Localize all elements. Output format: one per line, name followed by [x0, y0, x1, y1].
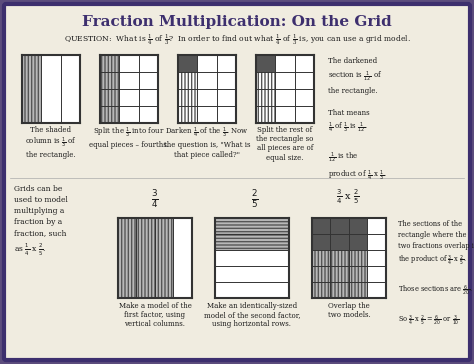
Bar — [312, 218, 330, 298]
Bar — [215, 218, 289, 234]
Bar — [178, 55, 197, 72]
Bar — [215, 234, 289, 250]
Bar — [22, 55, 80, 123]
Bar — [178, 55, 236, 123]
Bar — [137, 218, 155, 298]
Bar — [349, 234, 367, 250]
Bar — [349, 218, 367, 234]
Bar — [215, 218, 289, 298]
Bar — [312, 218, 386, 298]
Bar — [118, 218, 192, 298]
Bar — [330, 218, 349, 298]
Text: Make an identically-sized
model of the second factor,
using horizontal rows.: Make an identically-sized model of the s… — [204, 302, 301, 328]
Bar — [349, 218, 367, 298]
Text: Split the rest of
the rectangle so
all pieces are of
equal size.: Split the rest of the rectangle so all p… — [256, 126, 314, 162]
Bar — [22, 55, 41, 123]
Text: Make a model of the
first factor, using
vertical columns.: Make a model of the first factor, using … — [118, 302, 191, 328]
Bar — [155, 218, 173, 298]
Bar — [178, 55, 197, 123]
Bar — [22, 55, 41, 123]
Bar — [256, 55, 275, 123]
Text: The darkened
section is $\frac{1}{12}$ of
the rectangle.

That means
$\frac{1}{4: The darkened section is $\frac{1}{12}$ o… — [328, 57, 387, 183]
Text: Darken $\frac{1}{4}$ of the $\frac{1}{3}$. Now
the question is, "What is
that pi: Darken $\frac{1}{4}$ of the $\frac{1}{3}… — [164, 126, 250, 159]
Bar — [215, 234, 289, 250]
Text: $\frac{2}{5}$: $\frac{2}{5}$ — [251, 188, 259, 210]
Text: $\frac{3}{4}$ x $\frac{2}{5}$: $\frac{3}{4}$ x $\frac{2}{5}$ — [336, 188, 360, 206]
Bar — [137, 218, 155, 298]
Text: Fraction Multiplication: On the Grid: Fraction Multiplication: On the Grid — [82, 15, 392, 29]
Bar — [330, 218, 349, 298]
Text: The shaded
column is $\frac{1}{3}$ of
the rectangle.: The shaded column is $\frac{1}{3}$ of th… — [25, 126, 77, 159]
Bar — [100, 55, 119, 123]
Bar — [256, 55, 314, 123]
Bar — [100, 55, 119, 123]
Text: The sections of the
rectangle where the
two fractions overlap is
the product of : The sections of the rectangle where the … — [398, 220, 474, 328]
Bar — [100, 55, 158, 123]
Bar — [330, 218, 349, 234]
Text: QUESTION:  What is $\mathregular{\frac{1}{4}}$ of $\mathregular{\frac{1}{3}}$?  : QUESTION: What is $\mathregular{\frac{1}… — [64, 33, 410, 47]
Text: $\frac{3}{4}$: $\frac{3}{4}$ — [151, 188, 159, 210]
FancyBboxPatch shape — [4, 4, 470, 360]
Bar — [155, 218, 173, 298]
Bar — [312, 218, 330, 298]
Bar — [215, 218, 289, 234]
Text: Split the $\frac{1}{3}$ into four
equal pieces – fourths.: Split the $\frac{1}{3}$ into four equal … — [89, 126, 169, 149]
Text: Overlap the
two models.: Overlap the two models. — [328, 302, 370, 319]
Bar — [118, 218, 137, 298]
Bar — [312, 234, 330, 250]
Bar — [118, 218, 137, 298]
Bar — [312, 218, 330, 234]
Bar — [330, 234, 349, 250]
Bar — [256, 55, 275, 72]
Bar — [349, 218, 367, 298]
Text: Grids can be
used to model
multiplying a
fraction by a
fraction, such
as $\frac{: Grids can be used to model multiplying a… — [14, 185, 68, 258]
